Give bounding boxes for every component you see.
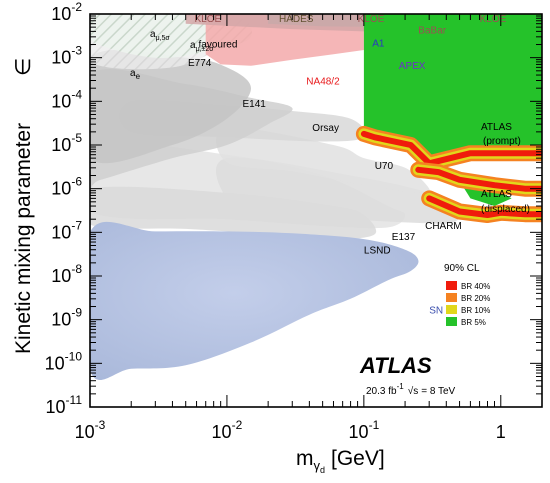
svg-text:aμ,±2σ: aμ,±2σ xyxy=(190,40,214,53)
region-u70 xyxy=(216,127,430,194)
y-tick-label: 10-5 xyxy=(51,131,82,155)
label-babar: BaBar xyxy=(418,25,446,36)
region-charm xyxy=(216,157,462,224)
y-tick-label: 10-11 xyxy=(46,393,83,417)
legend-swatch-br-5 xyxy=(446,317,457,326)
label-e141: E141 xyxy=(243,99,267,110)
label-a1: A1 xyxy=(372,39,385,50)
legend-label-br-5: BR 5% xyxy=(461,318,486,327)
legend-swatch-br-40 xyxy=(446,281,457,290)
atlas-band-0 xyxy=(363,14,542,163)
svg-text:ATLAS: ATLAS xyxy=(481,189,512,200)
x-axis-title: mγd [GeV] xyxy=(296,447,385,475)
x-tick-label: 10-3 xyxy=(75,418,106,442)
legend-label-br-40: BR 40% xyxy=(461,282,490,291)
legend-label-br-10: BR 10% xyxy=(461,306,490,315)
atlas-prompt-label: ATLAS (prompt) xyxy=(481,122,521,147)
label-favoured: favoured xyxy=(199,40,238,51)
svg-text:(displaced): (displaced) xyxy=(481,204,530,215)
atlas-edge-1-2 xyxy=(415,166,542,192)
svg-text:(prompt): (prompt) xyxy=(483,136,521,147)
label-hades: HADES xyxy=(279,14,314,25)
atlas-displaced-label: ATLAS (displaced) xyxy=(481,189,530,215)
label-apex: APEX xyxy=(399,61,426,72)
y-axis-title: Kinetic mixing parameter xyxy=(12,123,35,354)
atlas-excluded-regions xyxy=(355,14,542,223)
axis-tick-labels: 10-3 10-2 10-1 110-210-310-410-510-610-710-… xyxy=(45,0,506,442)
y-tick-label: 10-6 xyxy=(51,175,82,199)
label-sn: SN xyxy=(429,305,443,316)
label-kloe: KLOE xyxy=(480,14,507,25)
y-tick-label: 10-7 xyxy=(51,218,82,242)
y-tick-label: 10-8 xyxy=(51,262,82,286)
x-tick-label: 10-2 xyxy=(212,418,243,442)
label-e774: E774 xyxy=(188,58,212,69)
label-e137: E137 xyxy=(392,232,416,243)
excluded-regions xyxy=(90,14,542,381)
legend-swatch-br-20 xyxy=(446,293,457,302)
y-tick-label: 10-2 xyxy=(51,0,82,24)
label-na48-2: NA48/2 xyxy=(306,77,340,88)
label-kloe: KLOE xyxy=(195,14,222,25)
y-tick-label: 10-4 xyxy=(51,87,82,111)
x-tick-label: 10-1 xyxy=(349,418,380,442)
region-labels: KLOE HADES KLOE KLOE BaBar A1 APEX NA48/2 E774 E1… xyxy=(188,14,507,316)
a-mu-5sigma-label: aμ,5σ xyxy=(150,29,170,42)
luminosity-label: 20.3 fb-1 √s = 8 TeV xyxy=(366,382,456,397)
label-u70: U70 xyxy=(375,161,394,172)
label-orsay: Orsay xyxy=(312,123,339,134)
atlas-edge-0-2 xyxy=(360,130,542,167)
legend: 90% CL BR 40% BR 20% BR 10% BR 5% xyxy=(444,263,490,327)
svg-text:ae: ae xyxy=(130,68,141,81)
svg-text:aμ,5σ: aμ,5σ xyxy=(150,29,170,42)
legend-label-br-20: BR 20% xyxy=(461,294,490,303)
region-sn xyxy=(90,221,419,381)
a-e-label: ae xyxy=(130,68,141,81)
y-tick-label: 10-9 xyxy=(51,306,82,330)
y-axis-symbol: ∈ xyxy=(12,58,35,76)
label-lsnd: LSND xyxy=(364,245,391,256)
label-charm: CHARM xyxy=(425,221,462,232)
legend-swatch-br-10 xyxy=(446,305,457,314)
plot-frame xyxy=(89,13,543,408)
experiment-label: ATLAS xyxy=(359,353,432,378)
y-tick-label: 10-10 xyxy=(45,349,83,373)
atlas-edge-2-2 xyxy=(426,195,542,218)
y-tick-label: 10-3 xyxy=(51,44,82,68)
legend-title: 90% CL xyxy=(444,263,480,274)
a-mu-2sigma-label: aμ,±2σ xyxy=(190,40,214,53)
region-e774 xyxy=(90,49,251,163)
region-lsnd xyxy=(90,186,377,240)
svg-text:ATLAS: ATLAS xyxy=(481,122,512,133)
axis-ticks xyxy=(89,13,543,408)
x-tick-label: 1 xyxy=(496,422,506,442)
label-kloe: KLOE xyxy=(358,14,385,25)
